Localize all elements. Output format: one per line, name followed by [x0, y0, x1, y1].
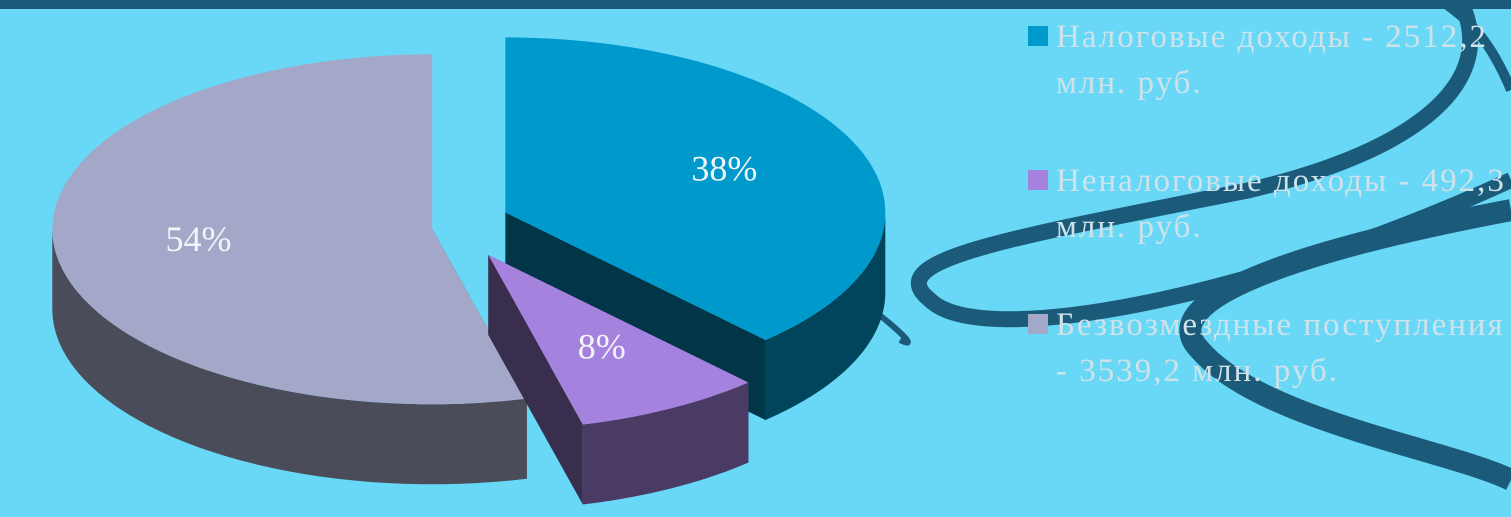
- legend-label: Безвозмездные поступления - 3539,2 млн. …: [1056, 307, 1505, 389]
- pie-slice: [505, 37, 886, 340]
- legend-swatch: [1028, 170, 1048, 190]
- legend: Налоговые доходы - 2512,2 млн. руб. Ненал…: [1028, 14, 1508, 446]
- legend-label: Налоговые доходы - 2512,2 млн. руб.: [1056, 19, 1489, 101]
- legend-item: Неналоговые доходы - 492,3 млн. руб.: [1028, 158, 1508, 250]
- slice-side: [52, 229, 527, 485]
- pie: 38% 54% 8%: [52, 37, 886, 505]
- legend-label: Неналоговые доходы - 492,3 млн. руб.: [1056, 163, 1506, 245]
- data-label: 8%: [578, 326, 626, 366]
- pie-slice: [488, 254, 749, 425]
- pie-slice: [52, 54, 527, 405]
- slice-side: [582, 382, 749, 505]
- legend-swatch: [1028, 314, 1048, 334]
- legend-swatch: [1028, 26, 1048, 46]
- legend-item: Налоговые доходы - 2512,2 млн. руб.: [1028, 14, 1508, 106]
- slice-wall: [488, 254, 583, 505]
- legend-item: Безвозмездные поступления - 3539,2 млн. …: [1028, 302, 1508, 394]
- top-bar: [0, 0, 1511, 9]
- data-label: 54%: [166, 219, 232, 259]
- slice-side: [765, 212, 886, 420]
- decor-swoosh: [858, 0, 1511, 490]
- data-label: 38%: [691, 149, 757, 189]
